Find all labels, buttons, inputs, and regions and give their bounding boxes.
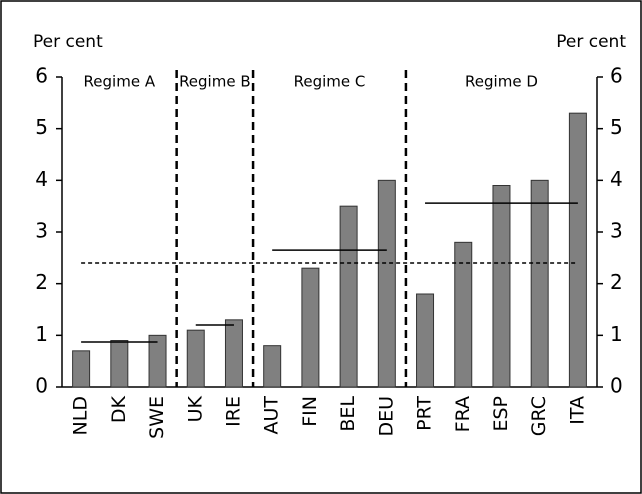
regime-label: Regime B — [179, 73, 251, 91]
regime-label: Regime D — [465, 73, 538, 91]
bar — [530, 179, 549, 388]
bar — [148, 334, 167, 388]
bar — [224, 319, 243, 388]
x-tick-label: GRC — [528, 396, 550, 436]
x-tick-label: AUT — [261, 396, 283, 435]
y2-tick-label: 1 — [610, 322, 623, 346]
x-tick-label: IRE — [222, 396, 244, 427]
x-tick-label: FIN — [299, 396, 321, 427]
y-tick-label: 6 — [35, 64, 48, 88]
regime-label: Regime C — [294, 73, 366, 91]
y2-tick-label: 0 — [610, 374, 623, 398]
y-tick-label: 2 — [35, 270, 48, 294]
bar — [72, 350, 91, 388]
y-tick-label: 1 — [35, 322, 48, 346]
y2-tick-label: 4 — [610, 167, 623, 191]
bar — [492, 185, 511, 388]
x-tick-label: PRT — [414, 396, 436, 431]
y-tick-label: 5 — [35, 115, 48, 139]
y2-tick-label: 2 — [610, 270, 623, 294]
x-tick-label: ITA — [566, 396, 588, 425]
bar — [568, 112, 587, 388]
bar — [186, 329, 205, 388]
x-tick-label: UK — [184, 395, 206, 422]
y2-tick-label: 3 — [610, 219, 623, 243]
y2-tick-label: 5 — [610, 115, 623, 139]
y-axis-label: Per cent — [33, 32, 103, 52]
bar — [301, 267, 320, 388]
bar — [454, 241, 473, 388]
bar — [377, 179, 396, 388]
y2-axis-label: Per cent — [556, 32, 626, 52]
y-tick-label: 3 — [35, 219, 48, 243]
x-tick-label: DEU — [375, 396, 397, 437]
x-tick-label: ESP — [490, 396, 512, 432]
x-tick-label: NLD — [70, 396, 92, 435]
y-tick-label: 0 — [35, 374, 48, 398]
bar — [416, 293, 435, 388]
bar — [263, 345, 282, 388]
y-tick-label: 4 — [35, 167, 48, 191]
x-tick-label: BEL — [337, 396, 359, 432]
x-tick-label: FRA — [452, 396, 474, 432]
regime-label: Regime A — [84, 73, 156, 91]
x-tick-label: DK — [108, 395, 130, 423]
bar — [110, 340, 129, 388]
bar — [339, 205, 358, 388]
x-tick-label: SWE — [146, 396, 168, 439]
y2-tick-label: 6 — [610, 64, 623, 88]
